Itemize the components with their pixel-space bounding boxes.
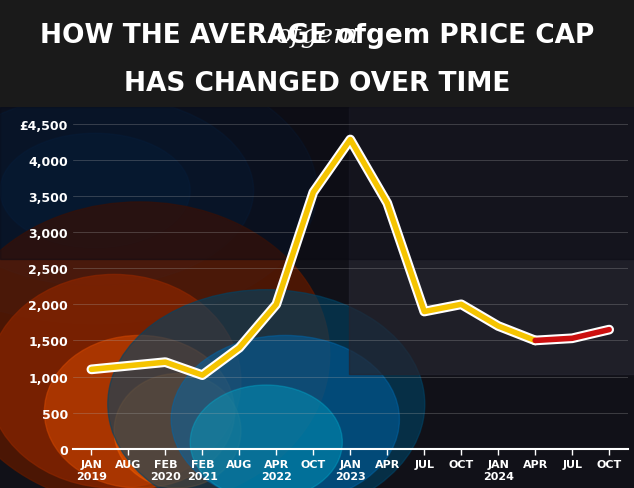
Text: HOW THE AVERAGE ofgem PRICE CAP: HOW THE AVERAGE ofgem PRICE CAP	[40, 22, 594, 48]
Circle shape	[0, 96, 254, 286]
Ellipse shape	[114, 374, 241, 488]
Bar	[349, 107, 634, 374]
Ellipse shape	[44, 336, 235, 488]
Bar	[0, 107, 634, 260]
Circle shape	[0, 134, 190, 248]
Ellipse shape	[0, 275, 241, 488]
Ellipse shape	[0, 203, 330, 488]
Text: HAS CHANGED OVER TIME: HAS CHANGED OVER TIME	[124, 71, 510, 97]
Text: ofgem: ofgem	[275, 23, 359, 48]
Circle shape	[0, 58, 317, 325]
Ellipse shape	[171, 336, 399, 488]
Ellipse shape	[108, 290, 425, 488]
Ellipse shape	[190, 385, 342, 488]
